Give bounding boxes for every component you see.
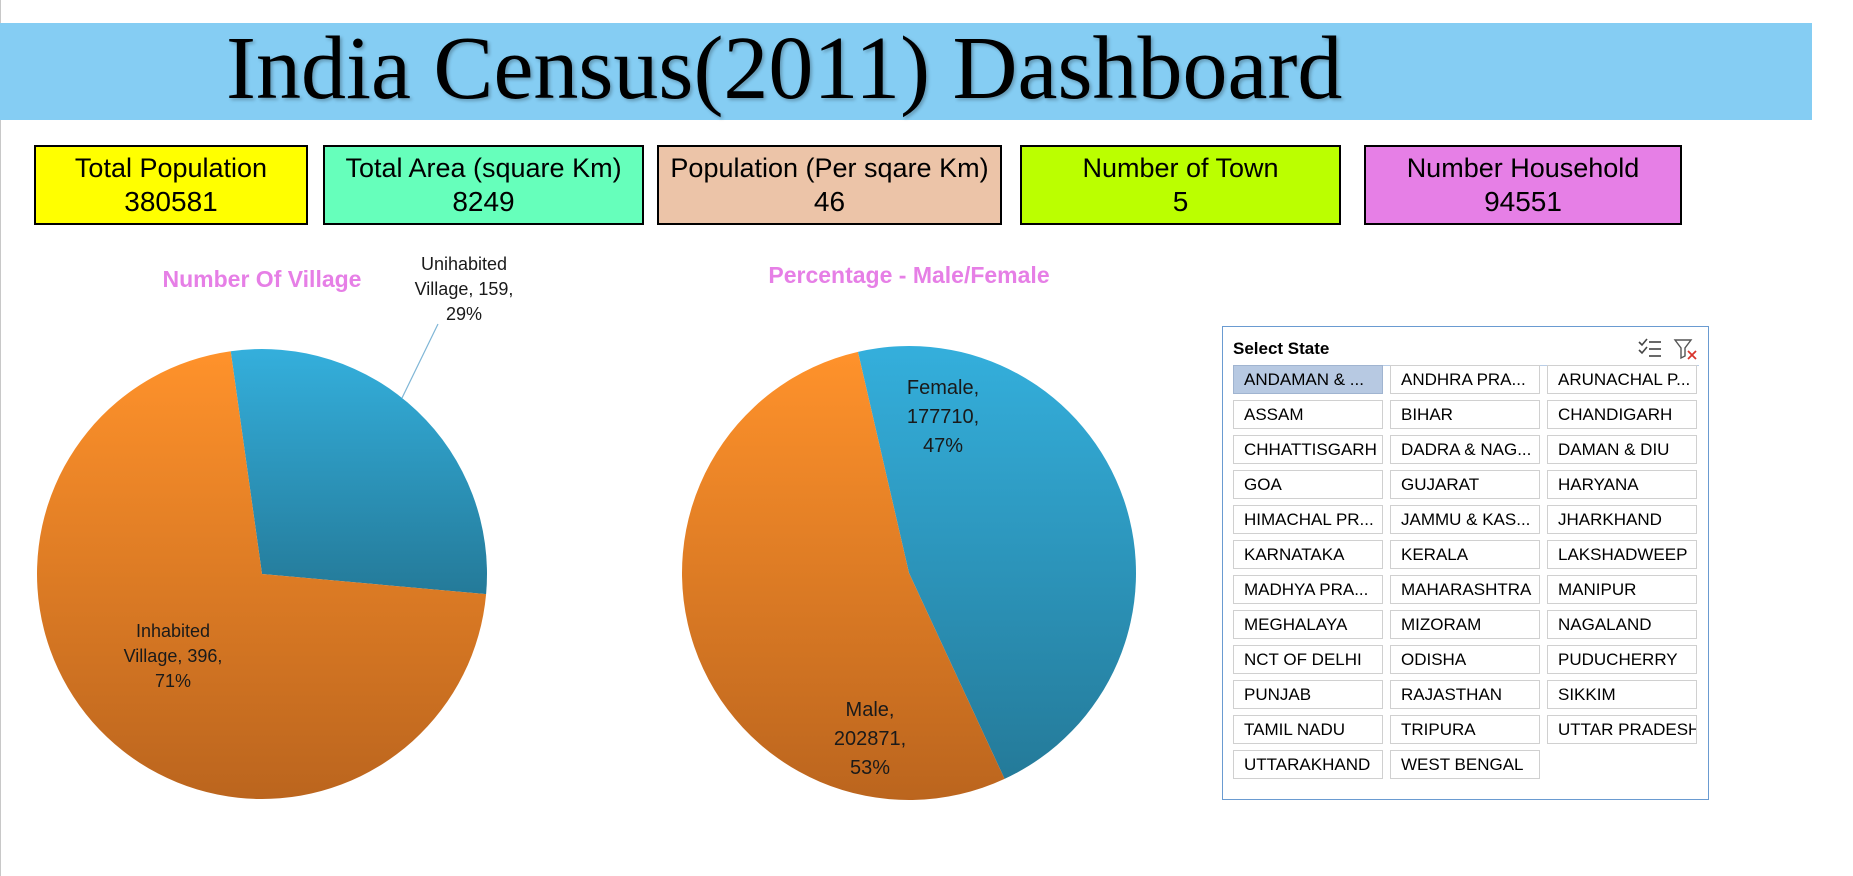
slicer-item[interactable]: JHARKHAND: [1547, 505, 1697, 534]
kpi-value: 94551: [1484, 186, 1562, 217]
slicer-item[interactable]: CHANDIGARH: [1547, 400, 1697, 429]
kpi-card-number-household: Number Household 94551: [1364, 145, 1682, 225]
kpi-card-population-density: Population (Per sqare Km) 46: [657, 145, 1002, 225]
kpi-value: 8249: [452, 186, 515, 217]
chart-title: Number Of Village: [163, 266, 362, 292]
kpi-value: 5: [1172, 186, 1189, 217]
kpi-card-number-of-town: Number of Town 5: [1020, 145, 1341, 225]
slicer-item[interactable]: DAMAN & DIU: [1547, 435, 1697, 464]
slicer-item[interactable]: GUJARAT: [1390, 470, 1540, 499]
slicer-item[interactable]: GOA: [1233, 470, 1383, 499]
pie-slice-female[interactable]: [857, 346, 1137, 779]
slicer-item[interactable]: CHHATTISGARH: [1233, 435, 1383, 464]
slicer-item[interactable]: NCT OF DELHI: [1233, 645, 1383, 674]
slicer-item[interactable]: ASSAM: [1233, 400, 1383, 429]
multi-select-icon[interactable]: [1637, 337, 1663, 361]
pie-slice-male[interactable]: [682, 351, 1005, 801]
chart-title: Percentage - Male/Female: [768, 262, 1049, 288]
kpi-label: Total Area (square Km): [345, 153, 622, 183]
kpi-label: Population (Per sqare Km): [670, 153, 989, 183]
data-label: Inhabited Village, 396, 71%: [124, 621, 223, 691]
slicer-item[interactable]: TAMIL NADU: [1233, 715, 1383, 744]
kpi-value: 46: [813, 186, 846, 217]
slicer-item[interactable]: DADRA & NAG...: [1390, 435, 1540, 464]
slicer-item[interactable]: RAJASTHAN: [1390, 680, 1540, 709]
title-banner: [0, 23, 1812, 120]
slicer-item[interactable]: BIHAR: [1390, 400, 1540, 429]
kpi-label: Number Household: [1406, 153, 1640, 183]
slicer-item[interactable]: ODISHA: [1390, 645, 1540, 674]
slicer-item[interactable]: LAKSHADWEEP: [1547, 540, 1697, 569]
data-label: Female, 177710, 47%: [907, 377, 979, 457]
leader-line: [401, 323, 439, 399]
slicer-item[interactable]: NAGALAND: [1547, 610, 1697, 639]
slicer-header: Select State: [1233, 335, 1699, 366]
slicer-item[interactable]: UTTARAKHAND: [1233, 750, 1383, 779]
kpi-value: 380581: [124, 186, 218, 217]
slicer-item[interactable]: JAMMU & KAS...: [1390, 505, 1540, 534]
slicer-item[interactable]: MAHARASHTRA: [1390, 575, 1540, 604]
clear-filter-icon[interactable]: [1673, 337, 1699, 361]
slicer-item[interactable]: HARYANA: [1547, 470, 1697, 499]
slicer-item[interactable]: ANDHRA PRA...: [1390, 365, 1540, 394]
slicer-item[interactable]: PUDUCHERRY: [1547, 645, 1697, 674]
kpi-card-total-population: Total Population 380581: [34, 145, 308, 225]
dashboard-title: India Census(2011) Dashboard: [226, 19, 1343, 118]
slicer-item[interactable]: WEST BENGAL: [1390, 750, 1540, 779]
slicer-item[interactable]: SIKKIM: [1547, 680, 1697, 709]
slicer-item[interactable]: TRIPURA: [1390, 715, 1540, 744]
kpi-label: Total Population: [74, 153, 268, 183]
data-label: Unihabited Village, 159, 29%: [415, 254, 514, 324]
slicer-item[interactable]: MANIPUR: [1547, 575, 1697, 604]
state-slicer: Select State ANDAMAN & ... ANDHRA PRA... A…: [1222, 326, 1709, 800]
slicer-title: Select State: [1233, 339, 1330, 358]
slicer-item[interactable]: KERALA: [1390, 540, 1540, 569]
slicer-item[interactable]: KARNATAKA: [1233, 540, 1383, 569]
slicer-item[interactable]: MADHYA PRA...: [1233, 575, 1383, 604]
slicer-item[interactable]: MIZORAM: [1390, 610, 1540, 639]
slicer-item[interactable]: MEGHALAYA: [1233, 610, 1383, 639]
pie-slice-unihabited-village[interactable]: [230, 349, 488, 595]
data-label: Male, 202871, 53%: [834, 699, 906, 779]
sheet-edge: [0, 0, 1, 876]
slicer-item[interactable]: UTTAR PRADESH: [1547, 715, 1697, 744]
slicer-item[interactable]: HIMACHAL PR...: [1233, 505, 1383, 534]
slicer-item[interactable]: ARUNACHAL P...: [1547, 365, 1697, 394]
slicer-item[interactable]: PUNJAB: [1233, 680, 1383, 709]
pie-chart-male-female: Percentage - Male/Female Female, 177710, 47…: [682, 262, 1137, 801]
slicer-item[interactable]: ANDAMAN & ...: [1233, 365, 1383, 394]
pie-chart-villages: Number Of Village Unihabited Village, 159,…: [37, 254, 514, 800]
kpi-card-total-area: Total Area (square Km) 8249: [323, 145, 644, 225]
pie-slice-inhabited-village[interactable]: [37, 351, 487, 800]
kpi-label: Number of Town: [1082, 153, 1279, 183]
